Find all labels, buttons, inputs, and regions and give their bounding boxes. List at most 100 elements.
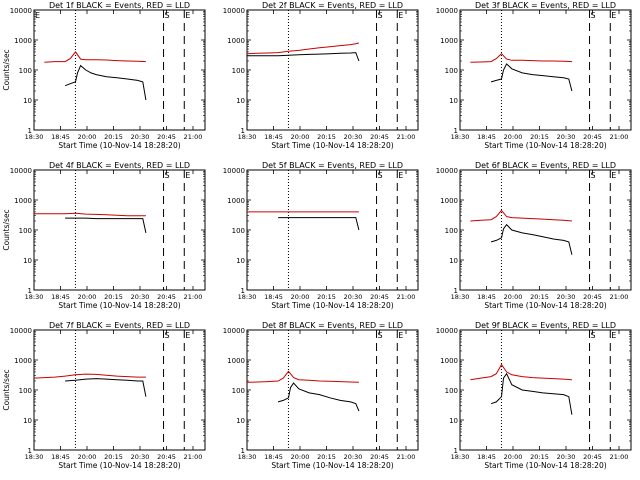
x-tick-label: 20:00	[504, 453, 523, 461]
x-tick-label: 21:00	[184, 453, 203, 461]
x-tick-label: 21:00	[610, 133, 629, 141]
chart-title: Det 2f BLACK = Events, RED = LLD	[262, 1, 403, 10]
marker-label: S	[165, 171, 170, 180]
chart-title: Det 7f BLACK = Events, RED = LLD	[49, 321, 190, 330]
y-tick-label: 10	[449, 417, 458, 425]
y-tick-label: 10	[23, 97, 32, 105]
y-tick-label: 1000	[227, 357, 245, 365]
series-line-events	[490, 223, 573, 255]
x-tick-label: 18:30	[451, 293, 470, 301]
y-tick-label: 1000	[14, 197, 32, 205]
y-tick-label: 1	[28, 127, 32, 135]
x-tick-label: 18:30	[25, 453, 44, 461]
chart-title: Det 3f BLACK = Events, RED = LLD	[475, 1, 616, 10]
plot-frame	[459, 169, 632, 291]
marker-label: S	[165, 331, 170, 340]
x-axis-label: Start Time (10-Nov-14 18:28:20)	[271, 461, 393, 470]
chart-panel-9: Det 9f BLACK = Events, RED = LLD 1 10 100 10…	[436, 321, 632, 470]
chart-title: Det 1f BLACK = Events, RED = LLD	[49, 1, 190, 10]
series-line-lld	[470, 52, 572, 63]
y-tick-label: 10000	[10, 327, 32, 335]
y-tick-label: 1	[454, 447, 458, 455]
x-tick-label: 20:45	[370, 453, 389, 461]
x-tick-label: 21:00	[610, 453, 629, 461]
x-tick-label: 20:45	[157, 133, 176, 141]
marker-label: E	[35, 11, 40, 20]
marker-label: S	[378, 171, 383, 180]
x-tick-label: 20:45	[583, 293, 602, 301]
series-line-events	[277, 382, 360, 412]
x-tick-label: 20:15	[104, 293, 123, 301]
y-tick-label: 1000	[440, 37, 458, 45]
y-tick-label: 100	[445, 387, 458, 395]
x-tick-label: 20:45	[370, 293, 389, 301]
marker-label: E	[611, 11, 616, 20]
x-tick-label: 18:45	[477, 453, 496, 461]
plot-frame	[33, 329, 206, 451]
x-tick-label: 20:45	[370, 133, 389, 141]
x-axis-label: Start Time (10-Nov-14 18:28:20)	[58, 301, 180, 310]
x-tick-label: 20:15	[104, 133, 123, 141]
y-tick-label: 1	[241, 447, 245, 455]
x-tick-label: 20:15	[317, 453, 336, 461]
x-tick-label: 20:15	[530, 453, 549, 461]
series-line-events	[65, 217, 147, 234]
y-tick-label: 10000	[10, 7, 32, 15]
chart-panel-8: Det 8f BLACK = Events, RED = LLD 1 10 100 10…	[223, 321, 419, 470]
y-tick-label: 10	[23, 417, 32, 425]
y-tick-label: 1	[241, 127, 245, 135]
series-line-lld	[246, 42, 360, 55]
y-tick-label: 1000	[227, 37, 245, 45]
x-tick-label: 18:45	[477, 293, 496, 301]
chart-panel-3: Det 3f BLACK = Events, RED = LLD 1 10 100 10…	[436, 1, 632, 150]
marker-label: E	[185, 171, 190, 180]
x-tick-label: 20:15	[530, 133, 549, 141]
y-tick-label: 100	[19, 387, 32, 395]
x-tick-label: 20:00	[291, 293, 310, 301]
y-tick-label: 10	[236, 97, 245, 105]
series-line-lld	[470, 363, 572, 381]
y-tick-label: 1	[28, 287, 32, 295]
marker-label: S	[591, 331, 596, 340]
x-tick-label: 20:15	[317, 133, 336, 141]
series-line-events	[65, 378, 147, 397]
series-line-events	[247, 52, 360, 62]
y-tick-label: 10	[236, 417, 245, 425]
x-axis-label: Start Time (10-Nov-14 18:28:20)	[271, 301, 393, 310]
x-tick-label: 18:30	[238, 453, 257, 461]
y-tick-label: 100	[232, 387, 245, 395]
plot-frame	[246, 329, 419, 451]
x-tick-label: 20:45	[583, 133, 602, 141]
x-tick-label: 20:00	[504, 293, 523, 301]
y-tick-label: 10	[23, 257, 32, 265]
marker-label: E	[611, 331, 616, 340]
y-tick-label: 10	[449, 257, 458, 265]
marker-label: S	[378, 11, 383, 20]
x-axis-label: Start Time (10-Nov-14 18:28:20)	[484, 301, 606, 310]
chart-panel-6: Det 6f BLACK = Events, RED = LLD 1 10 100 10…	[436, 161, 632, 310]
plot-frame	[33, 169, 206, 291]
y-tick-label: 100	[19, 67, 32, 75]
y-tick-label: 10000	[223, 167, 245, 175]
y-tick-label: 10	[449, 97, 458, 105]
series-line-events	[490, 63, 573, 92]
x-tick-label: 18:45	[51, 293, 70, 301]
x-axis-label: Start Time (10-Nov-14 18:28:20)	[58, 461, 180, 470]
y-tick-label: 1000	[14, 357, 32, 365]
series-line-lld	[44, 51, 146, 63]
x-tick-label: 20:00	[78, 133, 97, 141]
plot-frame	[459, 9, 632, 131]
chart-title: Det 8f BLACK = Events, RED = LLD	[262, 321, 403, 330]
x-tick-label: 18:30	[25, 133, 44, 141]
y-axis-label: Counts/sec	[2, 369, 11, 410]
x-tick-label: 20:30	[557, 453, 576, 461]
y-tick-label: 100	[232, 227, 245, 235]
x-tick-label: 20:30	[131, 133, 150, 141]
x-tick-label: 21:00	[184, 133, 203, 141]
x-tick-label: 20:00	[291, 453, 310, 461]
x-tick-label: 20:00	[504, 133, 523, 141]
x-tick-label: 21:00	[397, 133, 416, 141]
x-tick-label: 20:15	[317, 293, 336, 301]
plot-frame	[459, 329, 632, 451]
